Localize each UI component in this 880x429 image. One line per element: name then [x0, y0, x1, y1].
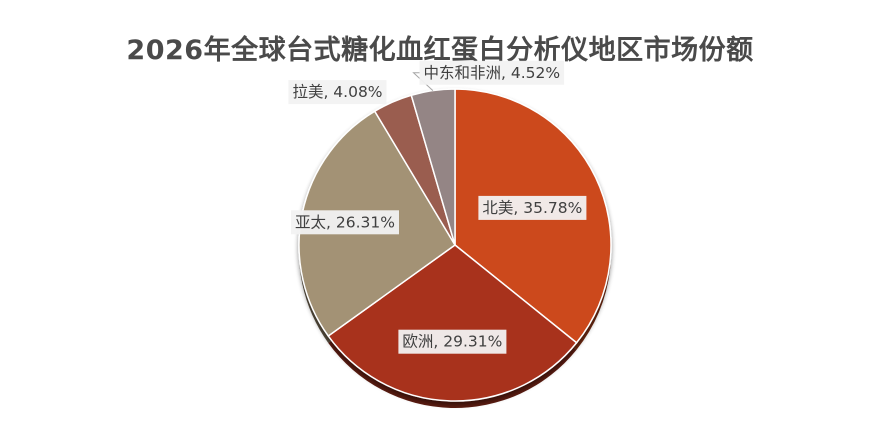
data-label-background [419, 60, 565, 85]
data-label-background [478, 195, 587, 220]
data-label-background [398, 329, 507, 354]
pie-slice [410, 88, 456, 246]
data-label-text: 欧洲, 29.31% [402, 333, 502, 351]
data-label: 亚太, 26.31% [291, 210, 399, 235]
data-label-background [288, 80, 387, 105]
pie-slices [298, 88, 612, 402]
data-label: 拉美, 4.08% [288, 80, 387, 105]
data-label: 中东和非洲, 4.52% [419, 60, 565, 85]
data-label: 北美, 35.78% [478, 195, 587, 220]
data-label-text: 北美, 35.78% [482, 199, 582, 217]
pie-labels: 北美, 35.78% 欧洲, 29.31% 亚太, 26.31% 拉美, 4.08% 中… [288, 60, 587, 354]
data-label: 欧洲, 29.31% [398, 329, 507, 354]
data-label-background [291, 210, 399, 235]
data-label-text: 亚太, 26.31% [295, 213, 395, 231]
data-label-text: 中东和非洲, 4.52% [423, 64, 560, 82]
pie-slice [327, 244, 578, 402]
data-label-text: 拉美, 4.08% [292, 83, 382, 101]
